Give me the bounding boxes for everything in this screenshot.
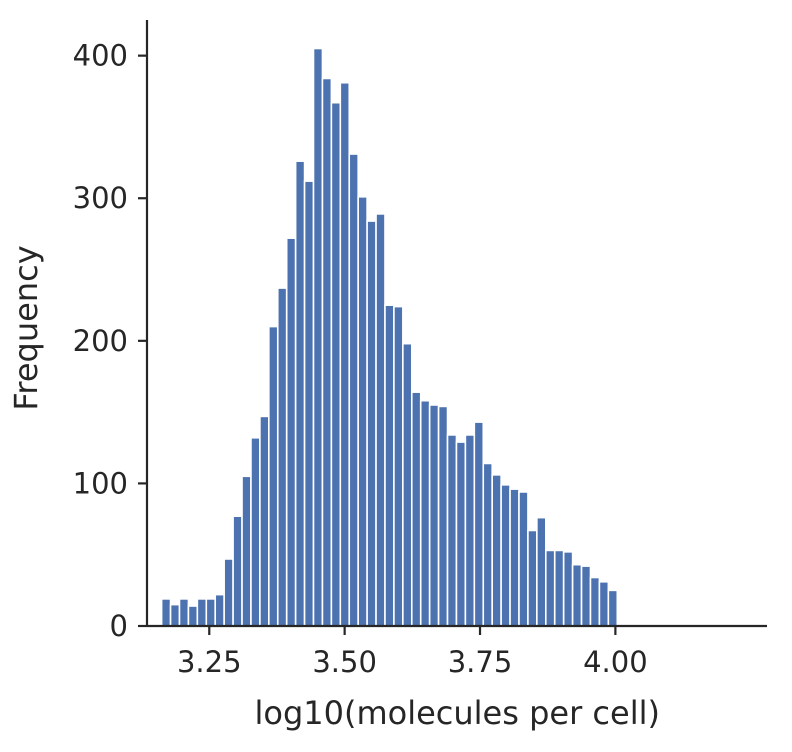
histogram-bar — [276, 287, 288, 627]
histogram-bar — [580, 565, 592, 627]
histogram-bar — [393, 305, 404, 627]
histogram-bar — [384, 304, 395, 627]
histogram-bar — [348, 153, 359, 627]
x-tick-label: 3.75 — [448, 645, 513, 679]
histogram-bar — [536, 516, 547, 627]
y-axis-ticks: 0 100 200 300 400 — [73, 39, 147, 643]
histogram-bar — [527, 529, 538, 627]
histogram-bar — [562, 551, 574, 627]
histogram-bar — [500, 484, 511, 627]
histogram-bar — [303, 180, 315, 627]
y-tick-label: 400 — [73, 39, 128, 73]
histogram-bar — [357, 196, 368, 627]
histogram-bar — [250, 436, 261, 627]
histogram-bar — [214, 593, 225, 627]
histogram-bar — [482, 462, 493, 627]
histogram-bar — [312, 47, 324, 627]
histogram-bar — [455, 441, 467, 627]
histogram-bar — [330, 101, 342, 627]
histogram-bar — [491, 474, 502, 627]
histogram-bar — [428, 404, 440, 627]
histogram-bar — [464, 434, 476, 627]
histogram-bar — [268, 325, 279, 627]
x-tick-label: 4.00 — [583, 645, 648, 679]
histogram-bar — [571, 563, 583, 627]
histogram-bars — [160, 47, 619, 627]
histogram-bar — [437, 405, 449, 627]
histogram-bar — [169, 603, 181, 627]
y-axis-label: Frequency — [7, 245, 45, 410]
histogram-bar — [553, 549, 565, 627]
x-tick-label: 3.25 — [177, 645, 242, 679]
histogram-bar — [419, 399, 431, 627]
histogram-bar — [545, 549, 556, 627]
histogram-bar — [294, 160, 306, 627]
histogram-bar — [446, 434, 458, 627]
y-tick-label: 100 — [73, 466, 128, 500]
histogram-bar — [321, 77, 333, 627]
histogram-bar — [366, 220, 377, 627]
histogram-bar — [518, 491, 529, 627]
histogram-bar — [232, 515, 243, 627]
histogram-bar — [339, 81, 351, 627]
x-tick-label: 3.50 — [312, 645, 377, 679]
histogram-bar — [223, 558, 234, 627]
histogram-bar — [473, 421, 485, 627]
histogram-bar — [589, 576, 601, 627]
y-tick-label: 300 — [73, 181, 128, 215]
histogram-bar — [509, 488, 520, 627]
y-tick-label: 200 — [73, 324, 128, 358]
histogram-bar — [285, 237, 297, 627]
histogram-bar — [375, 213, 386, 627]
histogram-bar — [607, 589, 619, 627]
histogram-bar — [241, 475, 252, 627]
histogram-bar — [205, 598, 217, 627]
histogram-bar — [402, 342, 413, 627]
x-axis-label: log10(molecules per cell) — [254, 694, 659, 732]
histogram-bar — [178, 598, 190, 627]
histogram-bar — [196, 598, 208, 627]
histogram-bar — [259, 415, 270, 627]
histogram-bar — [410, 391, 422, 627]
x-axis-ticks: 3.25 3.50 3.75 4.00 — [177, 626, 648, 679]
histogram-bar — [160, 598, 172, 627]
histogram-bar — [598, 580, 610, 627]
histogram-bar — [187, 605, 199, 627]
y-tick-label: 0 — [110, 609, 128, 643]
